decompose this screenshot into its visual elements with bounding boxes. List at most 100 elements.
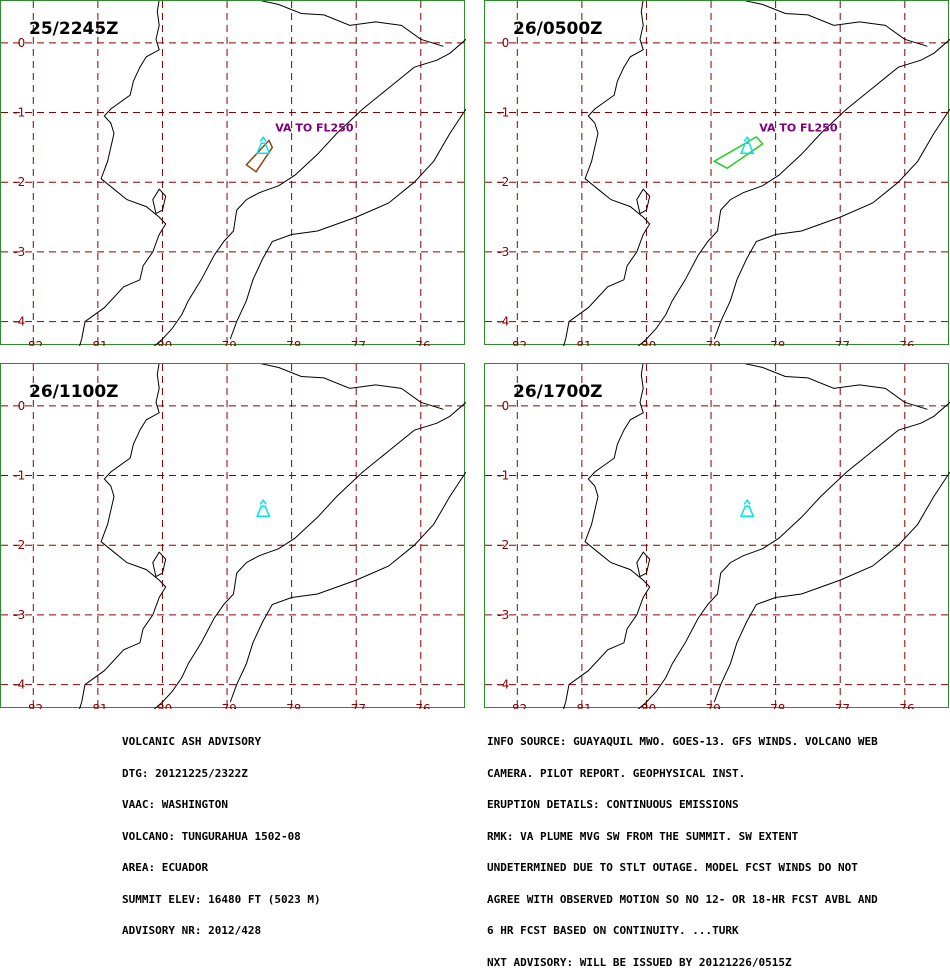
x-tick-label: -78 <box>282 702 302 709</box>
border-line <box>637 401 950 709</box>
eruption-icon <box>743 499 751 505</box>
border-line <box>229 471 466 703</box>
advisory-details: INFO SOURCE: GUAYAQUIL MWO. GOES-13. GFS… <box>487 716 878 979</box>
eruption-icon <box>259 136 267 142</box>
ash-cloud-polygon <box>245 139 274 173</box>
x-tick-label: -79 <box>217 702 237 709</box>
x-tick-label: -76 <box>895 339 915 346</box>
y-tick-label: -2 <box>13 538 25 552</box>
island-outline <box>152 551 167 578</box>
y-tick-label: -1 <box>13 469 25 483</box>
border-line <box>229 108 466 340</box>
x-tick-label: -77 <box>830 339 850 346</box>
border-line <box>260 1 444 47</box>
forecast-panel-1: -82 -81 -80 -79 -78 -77 -76 0 -1 -2 -3 -4 VA TO FL25… <box>0 0 466 346</box>
x-tick-label: -78 <box>766 339 786 346</box>
y-tick-label: -4 <box>13 678 25 692</box>
map-canvas: -82 -81 -80 -79 -78 -77 -76 0 -1 -2 -3 -4 VA TO FL25… <box>1 1 466 346</box>
coastline <box>79 1 167 346</box>
x-tick-label: -80 <box>153 702 173 709</box>
x-tick-label: -76 <box>411 339 431 346</box>
volcano-icon <box>256 142 271 155</box>
advisory-header: VOLCANIC ASH ADVISORY DTG: 20121225/2322… <box>122 716 321 947</box>
border-line <box>713 108 950 340</box>
advisory-line: VAAC: WASHINGTON <box>122 798 228 811</box>
coastline <box>563 1 651 346</box>
x-tick-label: -76 <box>411 702 431 709</box>
advisory-line: CAMERA. PILOT REPORT. GEOPHYSICAL INST. <box>487 766 746 780</box>
y-tick-label: -1 <box>497 469 509 483</box>
advisory-line: AGREE WITH OBSERVED MOTION SO NO 12- OR … <box>487 892 878 906</box>
y-tick-label: -3 <box>13 608 25 622</box>
island-outline <box>152 188 167 215</box>
panel-title: 26/1700Z <box>513 382 603 402</box>
x-tick-label: -81 <box>572 339 592 346</box>
y-tick-label: -4 <box>13 315 25 329</box>
border-line <box>637 38 950 346</box>
ash-level-label: VA TO FL250 <box>275 121 354 134</box>
border-line <box>260 364 444 410</box>
ash-level-label: VA TO FL250 <box>759 121 838 134</box>
x-tick-label: -82 <box>507 702 527 709</box>
advisory-line: RMK: VA PLUME MVG SW FROM THE SUMMIT. SW… <box>487 829 799 843</box>
ash-cloud-polygon <box>712 135 764 170</box>
y-tick-label: -1 <box>497 106 509 120</box>
y-tick-label: -2 <box>497 538 509 552</box>
x-tick-label: -81 <box>572 702 592 709</box>
advisory-line: ERUPTION DETAILS: CONTINUOUS EMISSIONS <box>487 798 739 811</box>
y-tick-label: -4 <box>497 315 509 329</box>
border-line <box>744 364 928 410</box>
forecast-panel-2: -82 -81 -80 -79 -78 -77 -76 0 -1 -2 -3 -4 VA TO FL25… <box>484 0 950 346</box>
advisory-line: ADVISORY NR: 2012/428 <box>122 924 262 937</box>
x-tick-label: -79 <box>217 339 237 346</box>
y-tick-label: -2 <box>13 175 25 189</box>
x-tick-label: -79 <box>701 339 721 346</box>
y-tick-label: -4 <box>497 678 509 692</box>
y-tick-label: 0 <box>18 399 26 413</box>
advisory-line: VOLCANO: TUNGURAHUA 1502-08 <box>122 829 301 843</box>
advisory-line: AREA: ECUADOR <box>122 861 209 874</box>
x-tick-label: -81 <box>88 339 108 346</box>
advisory-line: VOLCANIC ASH ADVISORY <box>122 735 262 748</box>
x-tick-label: -78 <box>766 702 786 709</box>
x-tick-label: -80 <box>153 339 173 346</box>
advisory-line: DTG: 20121225/2322Z <box>122 766 248 780</box>
x-tick-label: -78 <box>282 339 302 346</box>
x-tick-label: -80 <box>637 702 657 709</box>
coastline <box>79 364 167 709</box>
volcano-icon <box>256 505 271 518</box>
y-tick-label: -3 <box>13 245 25 259</box>
y-tick-label: -3 <box>497 608 509 622</box>
x-tick-label: -80 <box>637 339 657 346</box>
x-tick-label: -79 <box>701 702 721 709</box>
island-outline <box>636 551 651 578</box>
y-tick-label: -2 <box>497 175 509 189</box>
y-tick-label: -1 <box>13 106 25 120</box>
map-canvas: -82 -81 -80 -79 -78 -77 -76 0 -1 -2 -3 -4 <box>485 364 950 709</box>
y-tick-label: 0 <box>18 36 26 50</box>
panel-title: 25/2245Z <box>29 19 119 39</box>
panel-title: 26/1100Z <box>29 382 119 402</box>
panel-title: 26/0500Z <box>513 19 603 39</box>
border-line <box>153 401 466 709</box>
forecast-panel-3: -82 -81 -80 -79 -78 -77 -76 0 -1 -2 -3 -4 26/1100Z <box>0 363 466 709</box>
border-line <box>153 38 466 346</box>
advisory-line: SUMMIT ELEV: 16480 FT (5023 M) <box>122 892 321 906</box>
volcano-icon <box>740 505 755 518</box>
advisory-line: NXT ADVISORY: WILL BE ISSUED BY 20121226… <box>487 955 792 969</box>
advisory-line: 6 HR FCST BASED ON CONTINUITY. ...TURK <box>487 924 739 937</box>
island-outline <box>636 188 651 215</box>
volcano-icon <box>740 142 755 155</box>
y-tick-label: 0 <box>502 36 510 50</box>
x-tick-label: -77 <box>830 702 850 709</box>
x-tick-label: -82 <box>23 339 43 346</box>
x-tick-label: -82 <box>23 702 43 709</box>
border-line <box>744 1 928 47</box>
advisory-line: UNDETERMINED DUE TO STLT OUTAGE. MODEL F… <box>487 861 858 874</box>
map-canvas: -82 -81 -80 -79 -78 -77 -76 0 -1 -2 -3 -4 <box>1 364 466 709</box>
forecast-panel-4: -82 -81 -80 -79 -78 -77 -76 0 -1 -2 -3 -4 26/1700Z <box>484 363 950 709</box>
x-tick-label: -82 <box>507 339 527 346</box>
advisory-line: INFO SOURCE: GUAYAQUIL MWO. GOES-13. GFS… <box>487 735 878 748</box>
eruption-icon <box>259 499 267 505</box>
eruption-icon <box>743 136 751 142</box>
